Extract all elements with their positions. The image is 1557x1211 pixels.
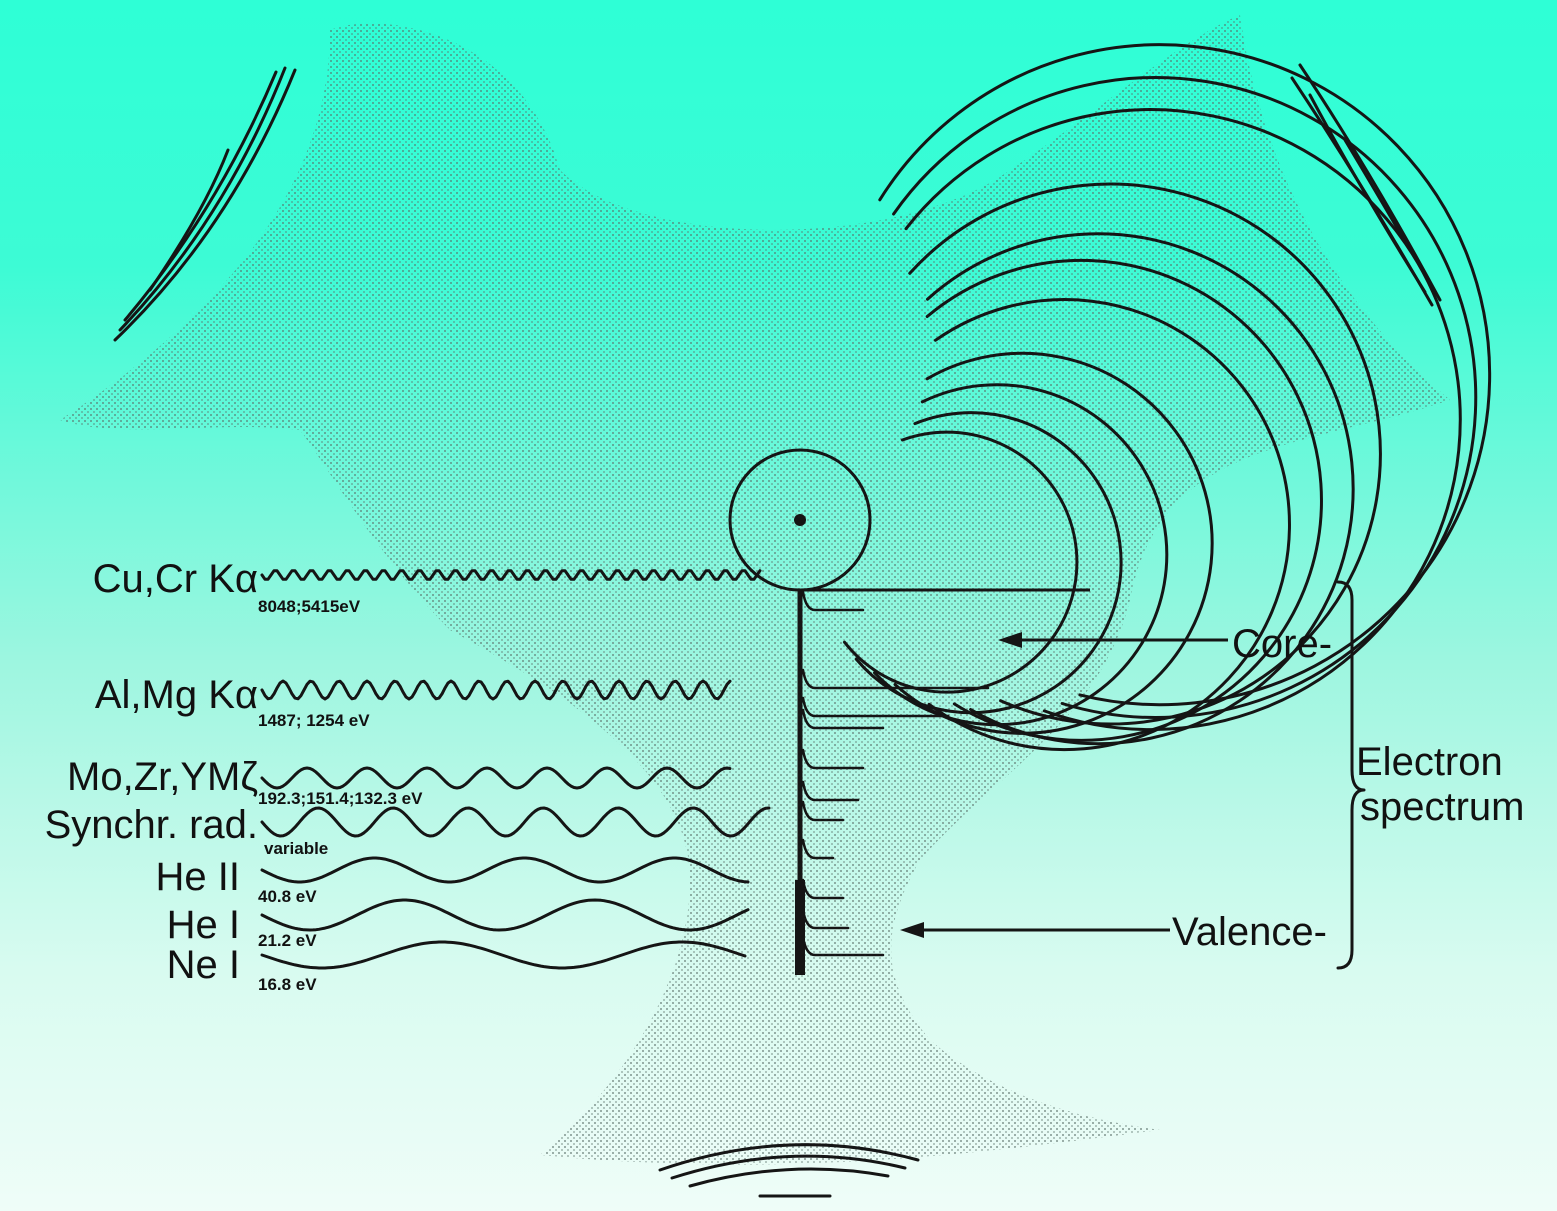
shell-arc xyxy=(908,182,1382,726)
spectrum-peak xyxy=(801,800,845,822)
spectrum-title-line2: spectrum xyxy=(1360,785,1525,829)
electron-shells xyxy=(843,43,1492,752)
source-name: Synchr. rad. xyxy=(45,803,258,847)
source-energy: 40.8 eV xyxy=(258,887,317,906)
radiation-wave xyxy=(260,898,750,932)
radiation-wave xyxy=(260,569,762,581)
source-name: Cu,Cr Kα xyxy=(93,557,258,601)
spectrum-axis xyxy=(795,588,1090,975)
spectrum-peak xyxy=(801,935,885,957)
spectrum-peaks xyxy=(801,590,990,957)
core-arrow xyxy=(998,632,1228,648)
spectrum-peak xyxy=(801,696,950,718)
arc-bottom xyxy=(658,1143,920,1198)
spectrum-peak xyxy=(801,748,865,770)
spectrum-peak xyxy=(801,780,860,802)
radiation-wave xyxy=(260,940,747,970)
spectrum-title-line1: Electron xyxy=(1356,740,1503,784)
radiation-waves xyxy=(260,569,771,970)
source-energy: variable xyxy=(264,839,328,858)
radiation-wave xyxy=(260,856,750,884)
radiation-wave xyxy=(260,806,771,838)
source-name: Ne I xyxy=(167,943,240,987)
core-label: Core- xyxy=(1232,622,1332,666)
spectrum-peak xyxy=(801,908,850,930)
radiation-wave xyxy=(260,766,732,790)
source-name: He II xyxy=(156,855,240,899)
radiation-wave xyxy=(260,679,732,701)
shell-arc xyxy=(927,298,1291,752)
valence-label: Valence- xyxy=(1172,910,1327,954)
shell-arc xyxy=(926,232,1355,746)
shell-arc xyxy=(904,108,1462,732)
spectrum-peak xyxy=(801,838,835,860)
spectrum-brace xyxy=(1336,580,1366,970)
shell-arc xyxy=(854,411,1123,715)
valence-arrow xyxy=(900,922,1170,938)
shell-arc xyxy=(925,258,1323,742)
nucleus-dot xyxy=(794,514,806,526)
source-name: He I xyxy=(167,903,240,947)
spectrum-peak xyxy=(801,878,845,900)
source-energy: 1487; 1254 eV xyxy=(258,711,370,730)
spectrum-peak xyxy=(801,708,885,730)
shell-arc xyxy=(892,76,1478,719)
source-energy: 8048;5415eV xyxy=(258,597,361,616)
shell-arc xyxy=(873,383,1169,727)
source-energy: 192.3;151.4;132.3 eV xyxy=(258,789,423,808)
source-name: Mo,Zr,YMζ xyxy=(67,755,258,799)
shell-arc xyxy=(893,351,1214,735)
source-energy: 21.2 eV xyxy=(258,931,317,950)
source-energy: 16.8 eV xyxy=(258,975,317,994)
shell-arc xyxy=(878,43,1492,707)
source-name: Al,Mg Kα xyxy=(95,673,258,717)
spectrum-peak xyxy=(801,590,865,612)
arc-top-left xyxy=(113,66,297,342)
spectrum-peak xyxy=(801,668,990,690)
arc-top-right xyxy=(1290,63,1442,307)
